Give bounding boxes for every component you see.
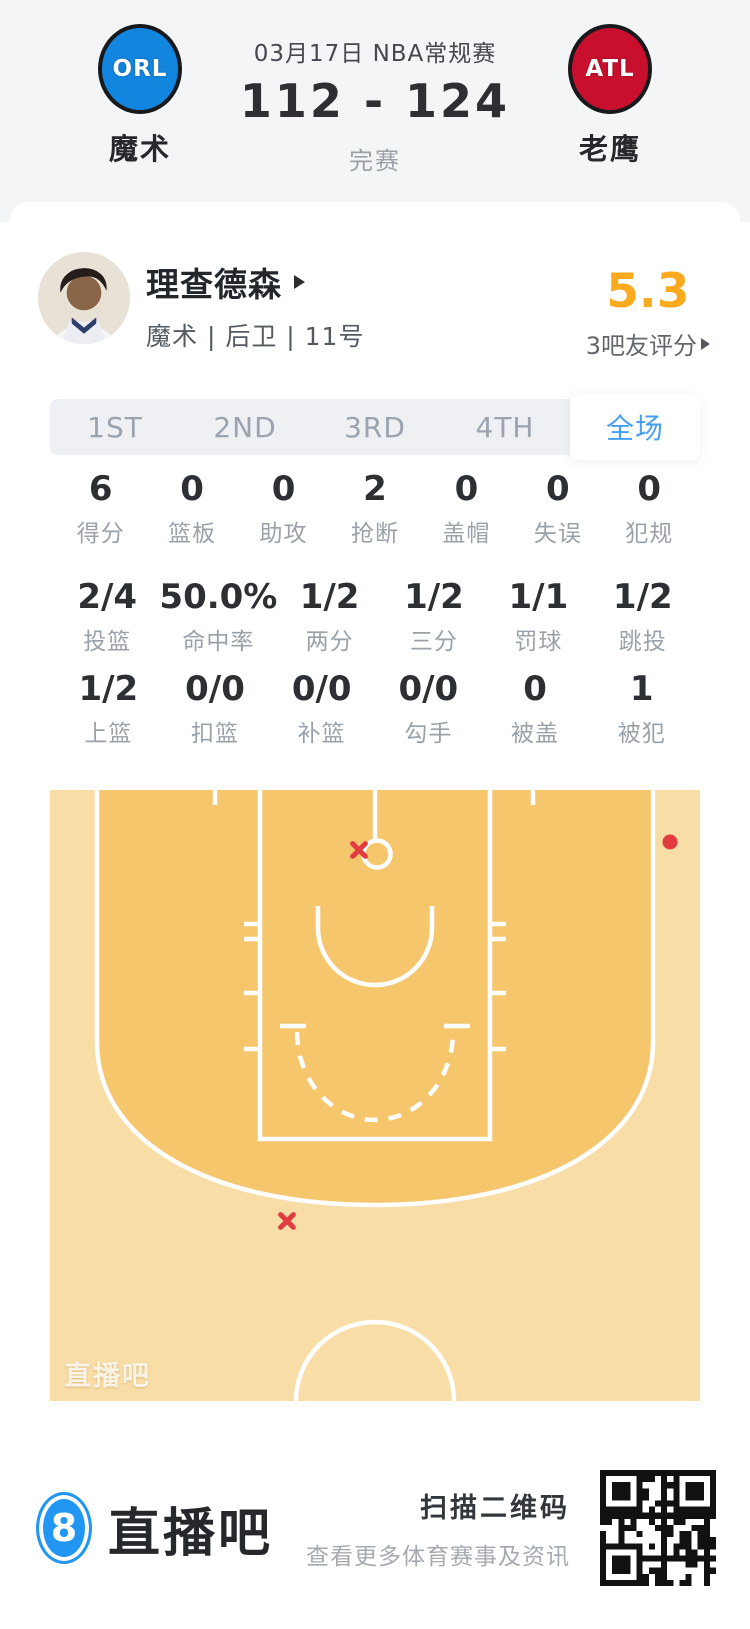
match-date: 03月17日 NBA常规赛 [253, 41, 497, 67]
qr-caption: 扫描二维码 查看更多体育赛事及资讯 [306, 1486, 570, 1571]
court-watermark: 直播吧 [64, 1361, 151, 1392]
tab-3rd[interactable]: 3RD [344, 410, 406, 444]
match-header: 03月17日 NBA常规赛 112 - 124 完赛 ORL 魔术 ATL 老鹰 [0, 0, 750, 222]
shot-chart-markers [50, 790, 700, 1401]
rating-value: 5.3 [606, 264, 690, 319]
stat-blocks: 0 盖帽 [442, 469, 491, 547]
match-score: 112 - 124 [239, 74, 511, 128]
stat-steals: 2 抢断 [350, 469, 399, 547]
stat-dunk: 0/0 扣篮 [185, 669, 245, 747]
qr-code [600, 1470, 716, 1586]
match-status: 完赛 [349, 147, 401, 175]
stat-3pt: 1/2 三分 [404, 577, 464, 655]
qr-subtitle: 查看更多体育赛事及资讯 [306, 1543, 570, 1570]
tab-4th[interactable]: 4TH [475, 410, 535, 444]
stat-jumpshot: 1/2 跳投 [612, 577, 673, 655]
stat-putback: 0/0 补篮 [291, 669, 352, 747]
stat-fg-pct: 50.0% 命中率 [159, 577, 278, 655]
player-photo-placeholder [38, 252, 130, 344]
away-team-logo-icon: ATL [568, 24, 652, 114]
caret-right-icon [294, 275, 305, 289]
qr-title: 扫描二维码 [420, 1492, 570, 1524]
rating-note: 3吧友评分 [586, 326, 710, 361]
stat-fouls: 0 犯规 [625, 469, 674, 547]
tab-full-game[interactable]: 全场 [570, 394, 700, 460]
tab-1st[interactable]: 1ST [87, 410, 143, 444]
player-name: 理查德森 [146, 265, 282, 304]
stats-row-basic: 6 得分 0 篮板 0 助攻 2 抢断 0 盖帽 0 失误 0 犯规 [55, 468, 695, 548]
home-team-logo-icon: ORL [98, 24, 182, 114]
home-team[interactable]: ORL 魔术 [88, 24, 192, 168]
stat-blocked: 0 被盖 [511, 669, 560, 747]
stat-assists: 0 助攻 [259, 469, 308, 547]
stats-row-shooting: 2/4 投篮 50.0% 命中率 1/2 两分 1/2 三分 1/1 罚球 1/2 跳投 [55, 576, 695, 656]
player-name-row[interactable]: 理查德森 [146, 262, 305, 304]
away-team-name: 老鹰 [578, 132, 641, 166]
missed-shot-marker [276, 1210, 299, 1233]
player-avatar[interactable] [38, 252, 130, 344]
tab-2nd[interactable]: 2ND [213, 410, 277, 444]
stat-layup: 1/2 上篮 [78, 669, 139, 747]
logo-glyph: 8 [50, 1506, 78, 1550]
zhibo8-logo-icon: 8 [36, 1492, 92, 1564]
stat-hook: 0/0 勾手 [398, 669, 459, 747]
quarter-tabs: 1ST 2ND 3RD 4TH 全场 [50, 394, 700, 460]
rating-block[interactable]: 5.3 3吧友评分 [586, 268, 710, 361]
brand-name: 直播吧 [108, 1503, 274, 1564]
home-team-abbr: ORL [112, 56, 168, 82]
stat-2pt: 1/2 两分 [299, 577, 360, 655]
away-team-abbr: ATL [585, 56, 635, 82]
caret-right-icon [701, 337, 710, 350]
stat-ft: 1/1 罚球 [508, 577, 569, 655]
stats-row-shot-types: 1/2 上篮 0/0 扣篮 0/0 补篮 0/0 勾手 0 被盖 1 被犯 [55, 668, 695, 748]
stat-fouled: 1 被犯 [617, 669, 666, 747]
rating-note-text: 3吧友评分 [585, 332, 697, 360]
stat-points: 6 得分 [76, 469, 125, 547]
missed-shot-marker [348, 839, 371, 862]
stat-turnovers: 0 失误 [533, 469, 582, 547]
home-team-name: 魔术 [108, 132, 171, 166]
shot-chart: 直播吧 [50, 790, 700, 1401]
made-shot-marker [662, 834, 678, 850]
footer: 8 直播吧 扫描二维码 查看更多体育赛事及资讯 [36, 1462, 716, 1594]
stat-rebounds: 0 篮板 [168, 469, 217, 547]
player-info: 魔术 | 后卫 | 11号 [146, 322, 365, 351]
stat-fg: 2/4 投篮 [77, 577, 138, 655]
court-drawing [50, 790, 700, 1401]
away-team[interactable]: ATL 老鹰 [558, 24, 662, 168]
